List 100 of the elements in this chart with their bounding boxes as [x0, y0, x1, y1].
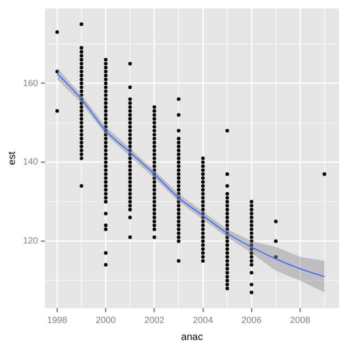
- point: [250, 231, 254, 236]
- point: [104, 200, 108, 204]
- point: [250, 204, 254, 208]
- point: [225, 216, 230, 220]
- point: [225, 220, 230, 224]
- point: [322, 172, 326, 176]
- point: [80, 136, 84, 140]
- point: [176, 140, 180, 144]
- point: [250, 220, 254, 224]
- point: [225, 192, 230, 196]
- point: [250, 259, 254, 263]
- point: [152, 132, 156, 136]
- point: [80, 46, 84, 50]
- point: [152, 212, 156, 216]
- point: [80, 121, 84, 125]
- point: [176, 200, 180, 204]
- point: [176, 208, 180, 212]
- point: [152, 117, 156, 121]
- point: [55, 30, 59, 34]
- point: [104, 184, 108, 188]
- point: [176, 148, 180, 152]
- point: [80, 144, 84, 148]
- point: [152, 124, 156, 129]
- point: [201, 255, 205, 259]
- point: [274, 255, 278, 259]
- point: [104, 70, 108, 74]
- point: [176, 235, 180, 239]
- point: [225, 270, 230, 274]
- point: [201, 235, 205, 239]
- point: [201, 168, 205, 172]
- point: [104, 228, 108, 232]
- point: [225, 212, 230, 216]
- point: [104, 66, 108, 70]
- point: [104, 263, 108, 267]
- point: [201, 224, 205, 228]
- point: [80, 124, 84, 129]
- y-axis-title: est: [6, 151, 18, 165]
- point: [225, 228, 230, 232]
- point: [201, 176, 205, 180]
- point: [80, 113, 84, 117]
- point: [104, 109, 108, 113]
- point: [201, 243, 205, 247]
- point: [201, 220, 205, 224]
- point: [176, 216, 180, 220]
- point: [128, 140, 132, 144]
- point: [201, 247, 205, 251]
- point: [225, 239, 230, 243]
- point: [104, 188, 108, 192]
- point: [104, 160, 108, 164]
- point: [152, 196, 156, 200]
- point: [176, 228, 180, 232]
- point: [128, 128, 132, 132]
- point: [80, 117, 84, 121]
- point: [152, 188, 156, 192]
- point: [176, 164, 180, 168]
- point: [152, 224, 156, 228]
- point: [128, 176, 132, 180]
- point: [128, 168, 132, 172]
- point: [201, 180, 205, 184]
- point: [104, 196, 108, 200]
- point: [250, 251, 254, 255]
- point: [176, 220, 180, 224]
- point: [104, 152, 108, 156]
- point: [201, 172, 205, 176]
- point: [104, 89, 108, 94]
- point: [152, 200, 156, 204]
- x-axis-title: anac: [181, 332, 203, 343]
- point: [80, 132, 84, 136]
- point: [250, 228, 254, 232]
- point: [250, 270, 254, 274]
- point: [201, 196, 205, 200]
- point: [152, 184, 156, 188]
- point: [176, 168, 180, 172]
- point: [128, 204, 132, 208]
- point: [80, 101, 84, 105]
- point: [104, 140, 108, 144]
- point: [152, 136, 156, 140]
- point: [104, 168, 108, 172]
- point: [274, 239, 278, 243]
- point: [176, 156, 180, 160]
- point: [104, 224, 108, 228]
- point: [80, 82, 84, 86]
- point: [201, 164, 205, 168]
- point: [104, 176, 108, 180]
- point: [176, 180, 180, 184]
- point: [201, 200, 205, 204]
- point: [55, 70, 59, 74]
- point: [80, 152, 84, 156]
- point: [80, 89, 84, 94]
- point: [104, 74, 108, 78]
- x-tick-label: 2000: [96, 315, 116, 326]
- point: [225, 184, 230, 188]
- point: [176, 224, 180, 228]
- point: [176, 231, 180, 236]
- point: [176, 192, 180, 196]
- point: [225, 266, 230, 271]
- point: [225, 224, 230, 228]
- point: [225, 235, 230, 239]
- point: [152, 216, 156, 220]
- point: [80, 148, 84, 152]
